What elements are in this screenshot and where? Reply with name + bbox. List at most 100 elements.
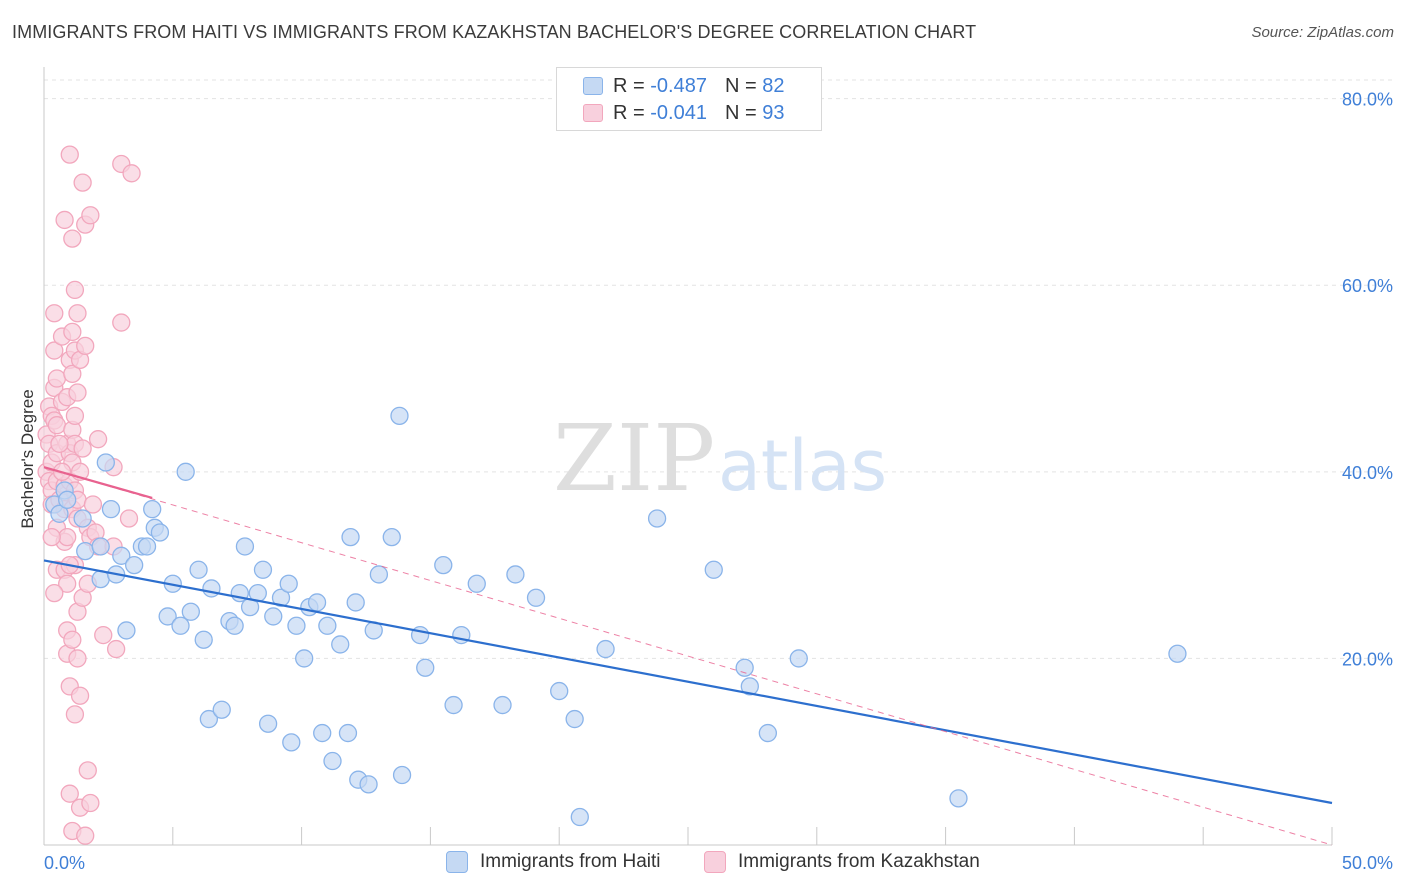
haiti-point-28 <box>212 700 231 719</box>
kazakhstan-point-53 <box>68 304 87 323</box>
kazakhstan-point-13 <box>47 369 67 388</box>
haiti-point-73 <box>735 658 754 677</box>
haiti-point-13 <box>125 555 144 575</box>
haiti-point-1 <box>50 504 69 523</box>
x-ticks <box>172 827 1333 845</box>
haiti-point-78 <box>1168 644 1187 663</box>
kazakhstan-point-87 <box>50 434 69 453</box>
haiti-point-44 <box>307 593 327 612</box>
haiti-point-62 <box>444 695 463 715</box>
haiti-point-19 <box>158 607 177 626</box>
haiti-point-12 <box>117 621 136 640</box>
haiti-point-30 <box>225 616 244 635</box>
watermark: ZIP atlas <box>553 405 887 512</box>
haiti-point-48 <box>331 635 350 654</box>
axes <box>43 67 1333 846</box>
legend-swatch-haiti <box>583 77 603 95</box>
bottom-legend-label-kazakhstan: Immigrants from Kazakhstan <box>738 851 980 872</box>
legend-row-kazakhstan: R = -0.041 N = 93 <box>583 101 784 125</box>
haiti-point-3 <box>58 490 77 509</box>
watermark-zip: ZIP <box>553 405 715 512</box>
kazakhstan-point-92 <box>65 705 85 724</box>
kazakhstan-point-84 <box>112 313 131 332</box>
haiti-point-22 <box>176 462 195 481</box>
kazakhstan-point-54 <box>68 383 87 402</box>
haiti-point-71 <box>647 509 667 528</box>
kazakhstan-point-61 <box>70 686 90 705</box>
haiti-point-53 <box>359 775 378 794</box>
haiti-point-61 <box>434 555 453 575</box>
chart-source: Source: ZipAtlas.com <box>1251 24 1394 41</box>
bottom-legend-kazakhstan: Immigrants from Kazakhstan <box>704 851 980 873</box>
kazakhstan-point-90 <box>42 527 61 547</box>
kazakhstan-point-39 <box>63 229 82 248</box>
haiti-point-37 <box>264 607 283 626</box>
haiti-point-8 <box>96 453 115 472</box>
legend-n-label: N = <box>724 101 763 124</box>
kazakhstan-point-41 <box>63 364 82 384</box>
kazakhstan-point-58 <box>68 649 87 668</box>
haiti-point-18 <box>150 523 170 542</box>
haiti-point-9 <box>101 499 121 519</box>
legend-r-label: R = <box>613 101 651 124</box>
haiti-point-64 <box>467 574 486 593</box>
kazakhstan-point-40 <box>63 322 82 342</box>
legend-r-label: R = <box>613 74 651 97</box>
legend-r-value-kazakhstan: -0.041 <box>650 101 707 124</box>
kazakhstan-point-14 <box>47 416 67 435</box>
correlation-legend: R = -0.487 N = 82 R = -0.041 N = 93 <box>556 67 822 131</box>
kazakhstan-point-67 <box>76 336 95 356</box>
kazakhstan-point-64 <box>73 439 92 458</box>
haiti-point-23 <box>181 602 200 621</box>
legend-n-label: N = <box>724 74 763 97</box>
y-tick-label-40: 40.0% <box>1342 463 1393 483</box>
legend-n-value-haiti: 82 <box>762 74 785 97</box>
bottom-legend-label-haiti: Immigrants from Haiti <box>480 851 661 872</box>
legend-swatch-kazakhstan <box>583 104 603 122</box>
kazakhstan-point-72 <box>81 206 100 225</box>
haiti-point-76 <box>789 649 808 668</box>
haiti-point-45 <box>313 723 332 743</box>
kazakhstan-trend-line-solid <box>43 466 153 500</box>
chart-title: IMMIGRANTS FROM HAITI VS IMMIGRANTS FROM… <box>12 22 977 42</box>
haiti-point-77 <box>949 789 968 808</box>
haiti-point-41 <box>287 616 306 635</box>
kazakhstan-point-75 <box>83 495 103 514</box>
legend-n-value-kazakhstan: 93 <box>762 101 785 124</box>
haiti-point-56 <box>382 527 401 547</box>
haiti-point-68 <box>550 681 569 701</box>
watermark-atlas: atlas <box>718 425 887 507</box>
haiti-point-4 <box>73 509 92 528</box>
haiti-point-67 <box>526 588 546 607</box>
haiti-point-35 <box>253 560 273 579</box>
haiti-point-75 <box>758 723 778 743</box>
haiti-point-25 <box>194 630 213 649</box>
legend-row-haiti: R = -0.487 N = 82 <box>583 74 784 98</box>
haiti-point-58 <box>392 765 412 785</box>
haiti-point-15 <box>137 537 157 556</box>
bottom-legend-swatch-haiti <box>446 851 468 873</box>
haiti-point-79 <box>570 807 589 827</box>
haiti-point-5 <box>76 541 95 561</box>
haiti-point-65 <box>493 695 512 715</box>
haiti-point-69 <box>565 709 584 729</box>
kazakhstan-point-47 <box>65 280 85 300</box>
kazakhstan-point-9 <box>45 304 64 323</box>
haiti-point-72 <box>704 560 723 579</box>
haiti-point-24 <box>189 560 208 579</box>
series-kazakhstan-points <box>37 145 141 845</box>
bottom-legend-swatch-kazakhstan <box>704 851 726 873</box>
kazakhstan-point-77 <box>88 430 108 449</box>
haiti-point-36 <box>258 714 278 733</box>
haiti-point-55 <box>369 565 389 584</box>
haiti-point-49 <box>338 723 358 743</box>
y-tick-label-20: 20.0% <box>1342 649 1393 669</box>
x-tick-label-min: 0.0% <box>44 853 85 873</box>
haiti-trend-line <box>43 559 1333 805</box>
y-tick-label-60: 60.0% <box>1342 276 1393 296</box>
haiti-point-6 <box>91 537 110 556</box>
y-tick-label-80: 80.0% <box>1342 90 1393 110</box>
haiti-point-46 <box>318 616 337 635</box>
haiti-point-57 <box>390 406 409 426</box>
